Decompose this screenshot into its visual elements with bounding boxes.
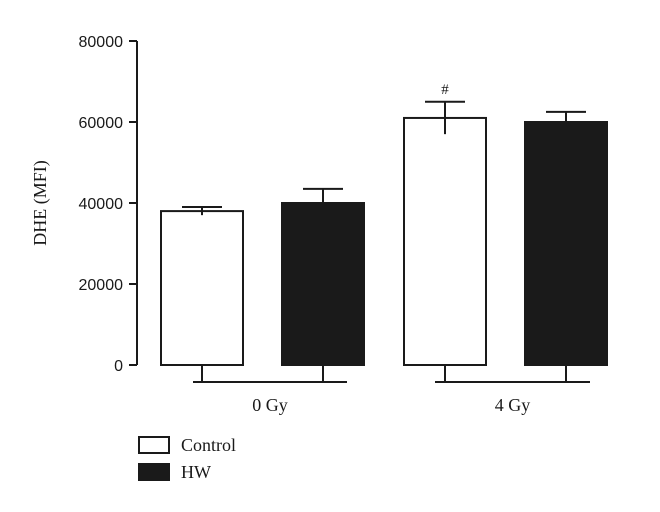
- y-tick-label: 80000: [79, 34, 124, 51]
- y-tick-label: 0: [114, 358, 123, 375]
- legend: Control HW: [138, 435, 236, 482]
- group-label: 0 Gy: [252, 395, 288, 415]
- significance-marker: #: [441, 82, 449, 98]
- y-tick-label: 40000: [79, 196, 124, 213]
- legend-label-control: Control: [181, 435, 236, 455]
- group-labels: 0 Gy 4 Gy: [193, 365, 590, 415]
- legend-label-hw: HW: [181, 462, 211, 482]
- legend-swatch-hw: [138, 463, 170, 481]
- bar-hw: [524, 121, 608, 366]
- y-tick-label: 20000: [79, 277, 124, 294]
- y-tick-label: 60000: [79, 115, 124, 132]
- y-axis-label: DHE (MFI): [30, 160, 51, 246]
- bars: #: [160, 82, 608, 366]
- bar-control: [160, 210, 244, 366]
- bar-control: [403, 116, 487, 366]
- legend-swatch-control: [138, 436, 170, 454]
- y-axis: 0 20000 40000 60000 80000: [79, 34, 138, 375]
- bar-hw: [281, 202, 365, 366]
- group-label: 4 Gy: [495, 395, 531, 415]
